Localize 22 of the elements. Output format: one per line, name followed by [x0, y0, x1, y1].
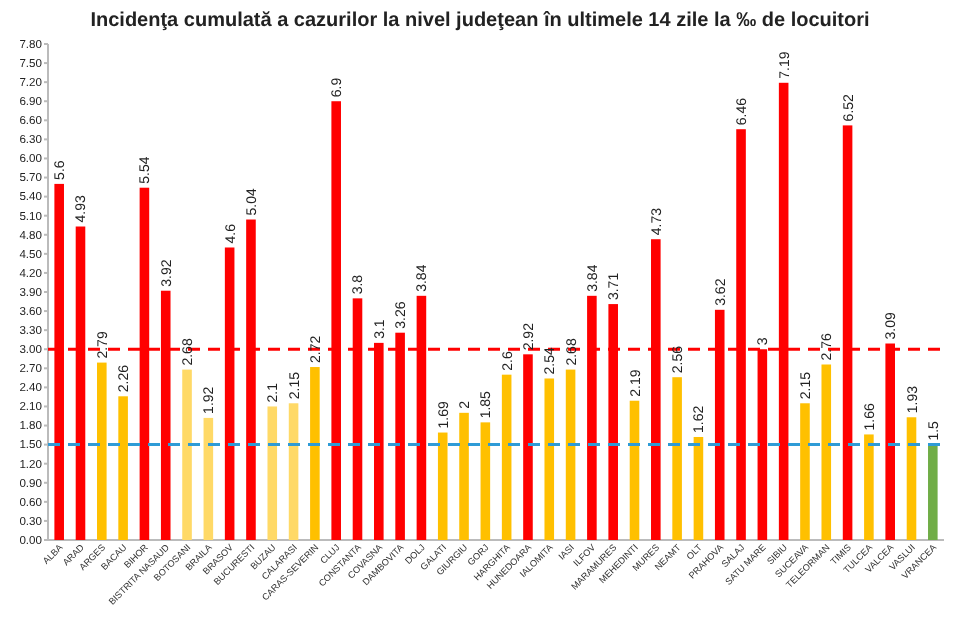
chart-title: Incidenţa cumulată a cazurilor la nivel judeţean în ultimele 14 zile la ‰ de locuitori — [90, 10, 870, 32]
bar — [203, 417, 214, 540]
bar — [544, 378, 555, 540]
bar — [459, 412, 469, 540]
bar — [693, 436, 704, 540]
bar — [437, 432, 448, 540]
bar — [267, 406, 278, 540]
bar — [182, 369, 192, 540]
bar — [565, 369, 576, 540]
bar — [800, 403, 810, 540]
bar — [672, 377, 682, 540]
bar — [906, 417, 917, 540]
bar — [629, 400, 640, 540]
bar — [288, 403, 299, 540]
bar — [501, 374, 512, 540]
bar — [480, 422, 491, 540]
bar — [118, 396, 128, 540]
bar — [821, 364, 832, 540]
bar — [864, 434, 874, 540]
bar — [928, 444, 938, 540]
bar — [310, 367, 320, 540]
bar — [97, 362, 107, 540]
